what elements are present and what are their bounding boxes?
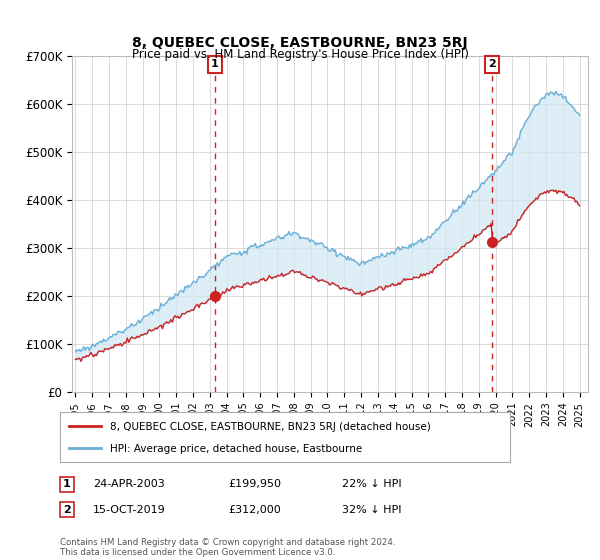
Text: 2: 2 xyxy=(488,59,496,69)
Text: Contains HM Land Registry data © Crown copyright and database right 2024.
This d: Contains HM Land Registry data © Crown c… xyxy=(60,538,395,557)
Text: Price paid vs. HM Land Registry's House Price Index (HPI): Price paid vs. HM Land Registry's House … xyxy=(131,48,469,60)
Text: 1: 1 xyxy=(211,59,219,69)
Text: 22% ↓ HPI: 22% ↓ HPI xyxy=(342,479,401,489)
Text: HPI: Average price, detached house, Eastbourne: HPI: Average price, detached house, East… xyxy=(110,444,362,454)
Text: 15-OCT-2019: 15-OCT-2019 xyxy=(93,505,166,515)
Text: 24-APR-2003: 24-APR-2003 xyxy=(93,479,165,489)
Text: 2: 2 xyxy=(63,505,71,515)
Text: 1: 1 xyxy=(63,479,71,489)
Text: 8, QUEBEC CLOSE, EASTBOURNE, BN23 5RJ (detached house): 8, QUEBEC CLOSE, EASTBOURNE, BN23 5RJ (d… xyxy=(110,422,430,432)
Text: 8, QUEBEC CLOSE, EASTBOURNE, BN23 5RJ: 8, QUEBEC CLOSE, EASTBOURNE, BN23 5RJ xyxy=(132,36,468,50)
Text: £199,950: £199,950 xyxy=(228,479,281,489)
Text: 32% ↓ HPI: 32% ↓ HPI xyxy=(342,505,401,515)
Text: £312,000: £312,000 xyxy=(228,505,281,515)
